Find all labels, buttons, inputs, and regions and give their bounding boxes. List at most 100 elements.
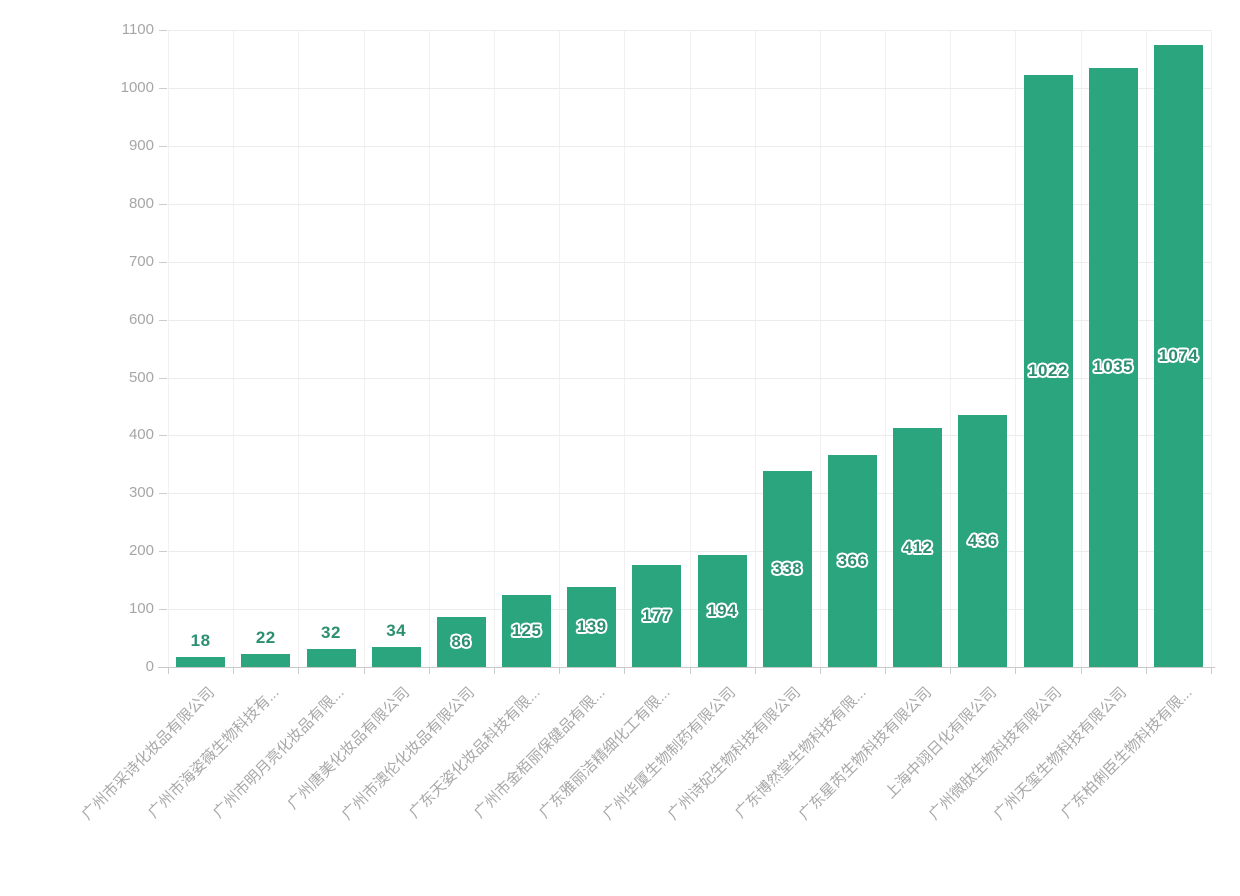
bar-value-label: 22 — [255, 628, 276, 648]
bar-value-label: 1035 — [1093, 357, 1134, 377]
x-axis-label: 广州微肽生物科技有限公司 — [925, 684, 1066, 824]
bar-value-label: 1074 — [1158, 346, 1199, 365]
y-axis-label: 500 — [128, 368, 154, 386]
bar-value-label: 366 — [837, 551, 868, 570]
y-axis-label: 900 — [128, 136, 154, 154]
bar[interactable] — [567, 586, 617, 667]
x-axis-label: 广东博然堂生物科技有限... — [731, 684, 870, 822]
horizontal-gridline — [168, 551, 1211, 553]
vertical-gridline — [1015, 30, 1017, 667]
x-axis-tick — [298, 668, 300, 674]
x-axis-tick — [1080, 668, 1082, 674]
vertical-gridline — [428, 30, 430, 667]
bar-value-label: 86 — [451, 632, 472, 652]
vertical-gridline — [233, 30, 235, 667]
x-axis-label: 广州唐美化妆品有限公司 — [284, 684, 414, 813]
bar[interactable] — [632, 564, 682, 667]
bar-value-label: 34 — [386, 621, 407, 641]
bar[interactable] — [1153, 45, 1203, 667]
vertical-gridline — [493, 30, 495, 667]
x-axis-label: 广州市金栢丽保健品有限... — [471, 684, 609, 822]
x-axis-tick — [168, 668, 169, 674]
bar-value-label: 125 — [511, 620, 542, 640]
x-axis-label: 广州市采诗化妆品有限公司 — [78, 684, 218, 824]
vertical-gridline — [950, 30, 952, 667]
x-axis-label: 广东柏俐臣生物科技有限... — [1057, 684, 1196, 822]
y-axis-label: 1100 — [121, 21, 154, 38]
y-axis-tick — [159, 145, 167, 147]
y-axis-label: 200 — [128, 542, 154, 560]
x-axis-tick — [624, 668, 626, 674]
bar[interactable] — [371, 647, 421, 667]
x-axis-label: 广州诗妃生物科技有限公司 — [665, 684, 805, 824]
horizontal-gridline — [168, 30, 1211, 31]
y-axis-label: 100 — [128, 600, 154, 618]
bar-value-label: 436 — [967, 530, 998, 550]
bar[interactable] — [762, 471, 812, 667]
bar[interactable] — [176, 656, 226, 667]
vertical-gridline — [754, 30, 756, 667]
bar-value-label: 177 — [641, 605, 672, 625]
horizontal-gridline — [168, 493, 1211, 495]
horizontal-gridline — [168, 145, 1211, 147]
x-axis-tick — [689, 668, 691, 674]
bar[interactable] — [958, 414, 1008, 667]
bar[interactable] — [241, 654, 291, 667]
horizontal-gridline — [168, 609, 1211, 611]
x-axis-tick — [819, 668, 821, 674]
horizontal-gridline — [168, 261, 1211, 263]
horizontal-gridline — [168, 435, 1211, 437]
vertical-gridline — [819, 30, 821, 667]
bar-value-label: 32 — [321, 622, 341, 642]
x-axis-label: 广州市明月亮化妆品有限... — [210, 684, 349, 822]
bar-value-label: 412 — [902, 537, 933, 557]
y-axis-label: 800 — [128, 194, 154, 212]
y-axis-tick — [159, 30, 167, 31]
bar-value-label: 194 — [707, 600, 738, 620]
vertical-gridline — [1080, 30, 1082, 667]
x-axis-tick — [1145, 668, 1147, 674]
bar-value-label: 139 — [576, 616, 607, 636]
bar[interactable] — [1088, 67, 1138, 667]
y-axis-label: 1000 — [120, 78, 154, 96]
y-axis-tick — [159, 261, 167, 263]
x-axis-tick — [1211, 668, 1212, 674]
bar[interactable] — [697, 554, 747, 667]
vertical-gridline — [559, 30, 561, 667]
x-axis-label: 广东天姿化妆品科技有限... — [405, 684, 544, 822]
bar[interactable] — [1023, 75, 1073, 667]
y-axis-tick — [159, 435, 167, 437]
x-axis-label: 上海中翊日化有限公司 — [881, 684, 1000, 803]
horizontal-gridline — [168, 319, 1211, 321]
x-axis-tick — [950, 668, 952, 674]
y-axis-label: 300 — [128, 484, 154, 502]
x-axis-tick — [1015, 668, 1017, 674]
bar-value-label: 1022 — [1028, 361, 1068, 381]
bar[interactable] — [306, 648, 356, 667]
bar[interactable] — [502, 594, 551, 667]
x-axis-label: 广州市海姿薇生物科技有... — [145, 684, 283, 822]
x-axis-label: 广州天玺生物科技有限公司 — [990, 684, 1131, 824]
bar-value-label: 18 — [190, 630, 211, 650]
vertical-gridline — [298, 30, 300, 667]
vertical-gridline — [885, 30, 887, 667]
vertical-gridline — [689, 30, 691, 667]
y-axis-label: 400 — [128, 426, 154, 444]
x-axis-label: 广东雅丽洁精细化工有限... — [536, 684, 674, 822]
vertical-gridline — [363, 30, 365, 667]
x-axis-tick — [363, 668, 365, 674]
y-axis-tick — [159, 203, 167, 205]
bar[interactable] — [436, 617, 486, 667]
bar-value-label: 338 — [772, 559, 803, 579]
vertical-gridline — [624, 30, 626, 667]
x-axis-tick — [493, 668, 495, 674]
bar[interactable] — [893, 428, 943, 667]
vertical-gridline — [168, 30, 169, 667]
x-axis-line — [158, 667, 1215, 668]
vertical-gridline — [1145, 30, 1147, 667]
horizontal-gridline — [168, 203, 1211, 205]
x-axis-tick — [233, 668, 235, 674]
bar[interactable] — [828, 455, 877, 667]
x-axis-label: 广州华厦生物制药有限公司 — [599, 684, 740, 824]
